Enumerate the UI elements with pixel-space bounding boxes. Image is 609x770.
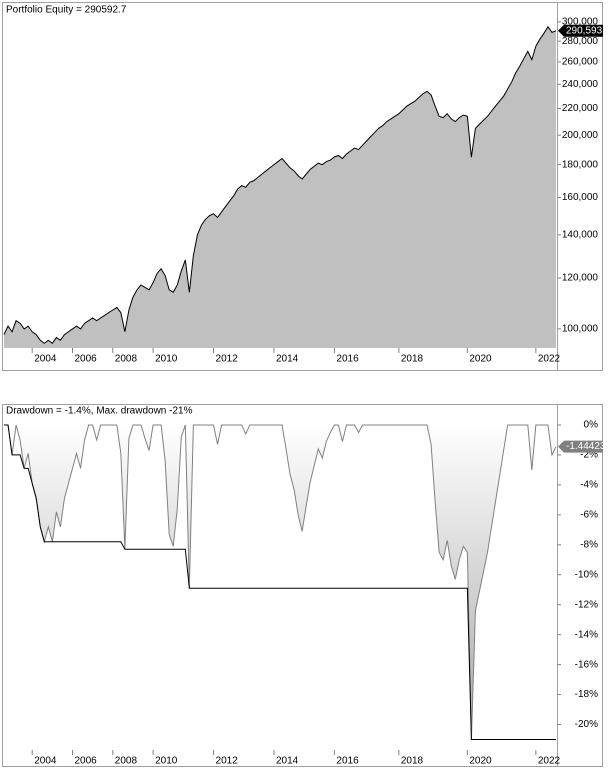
x-tick-label: 2010 — [155, 354, 178, 365]
y-tick-label: 100,000 — [562, 324, 599, 335]
drawdown-area — [4, 424, 556, 740]
y-tick-label: -4% — [580, 480, 598, 491]
value-marker — [558, 440, 603, 453]
x-tick-label: 2004 — [34, 354, 57, 365]
x-tick-label: 2022 — [538, 354, 561, 365]
y-tick-label: -14% — [575, 629, 598, 640]
x-tick-label: 2014 — [276, 756, 299, 767]
y-tick-label: -10% — [575, 569, 598, 580]
equity-area — [4, 26, 556, 348]
y-tick-label: 180,000 — [562, 159, 599, 170]
x-tick-label: 2008 — [115, 354, 138, 365]
y-tick-label: 120,000 — [562, 273, 599, 284]
y-tick-label: -18% — [575, 689, 598, 700]
x-tick-label: 2020 — [469, 354, 492, 365]
x-tick-label: 2018 — [401, 354, 424, 365]
pane-title: Portfolio Equity = 290592.7 — [6, 5, 127, 16]
x-tick-label: 2016 — [336, 756, 359, 767]
pane-title: Drawdown = -1.4%, Max. drawdown -21% — [6, 406, 193, 417]
x-tick-label: 2020 — [469, 756, 492, 767]
y-tick-label: 200,000 — [562, 130, 599, 141]
y-tick-label: 220,000 — [562, 103, 599, 114]
y-tick-label: -20% — [575, 719, 598, 730]
y-tick-label: 240,000 — [562, 79, 599, 90]
y-tick-label: -2% — [580, 450, 598, 461]
x-tick-label: 2022 — [538, 756, 561, 767]
equity-line — [3, 25, 557, 344]
x-tick-label: 2012 — [216, 354, 239, 365]
y-tick-label: -6% — [580, 509, 598, 520]
value-marker-label: 290,593 — [566, 25, 603, 36]
y-tick-label: -12% — [575, 599, 598, 610]
x-tick-label: 2004 — [34, 756, 57, 767]
value-marker-label: -1.44423 — [566, 441, 606, 452]
y-tick-label: -16% — [575, 659, 598, 670]
y-tick-label: 140,000 — [562, 230, 599, 241]
x-tick-label: 2018 — [401, 756, 424, 767]
y-tick-label: 260,000 — [562, 57, 599, 68]
value-marker — [558, 24, 603, 37]
y-tick-label: 0% — [584, 420, 599, 431]
x-tick-label: 2010 — [155, 756, 178, 767]
x-tick-label: 2012 — [216, 756, 239, 767]
x-tick-label: 2016 — [336, 354, 359, 365]
x-tick-label: 2006 — [74, 354, 97, 365]
y-tick-label: 300,000 — [562, 17, 599, 28]
y-tick-label: 160,000 — [562, 192, 599, 203]
x-tick-label: 2006 — [74, 756, 97, 767]
y-tick-label: 280,000 — [562, 36, 599, 47]
y-tick-label: -8% — [580, 539, 598, 550]
x-tick-label: 2008 — [115, 756, 138, 767]
series-line — [4, 424, 557, 740]
series-line — [4, 424, 556, 741]
x-tick-label: 2014 — [276, 354, 299, 365]
